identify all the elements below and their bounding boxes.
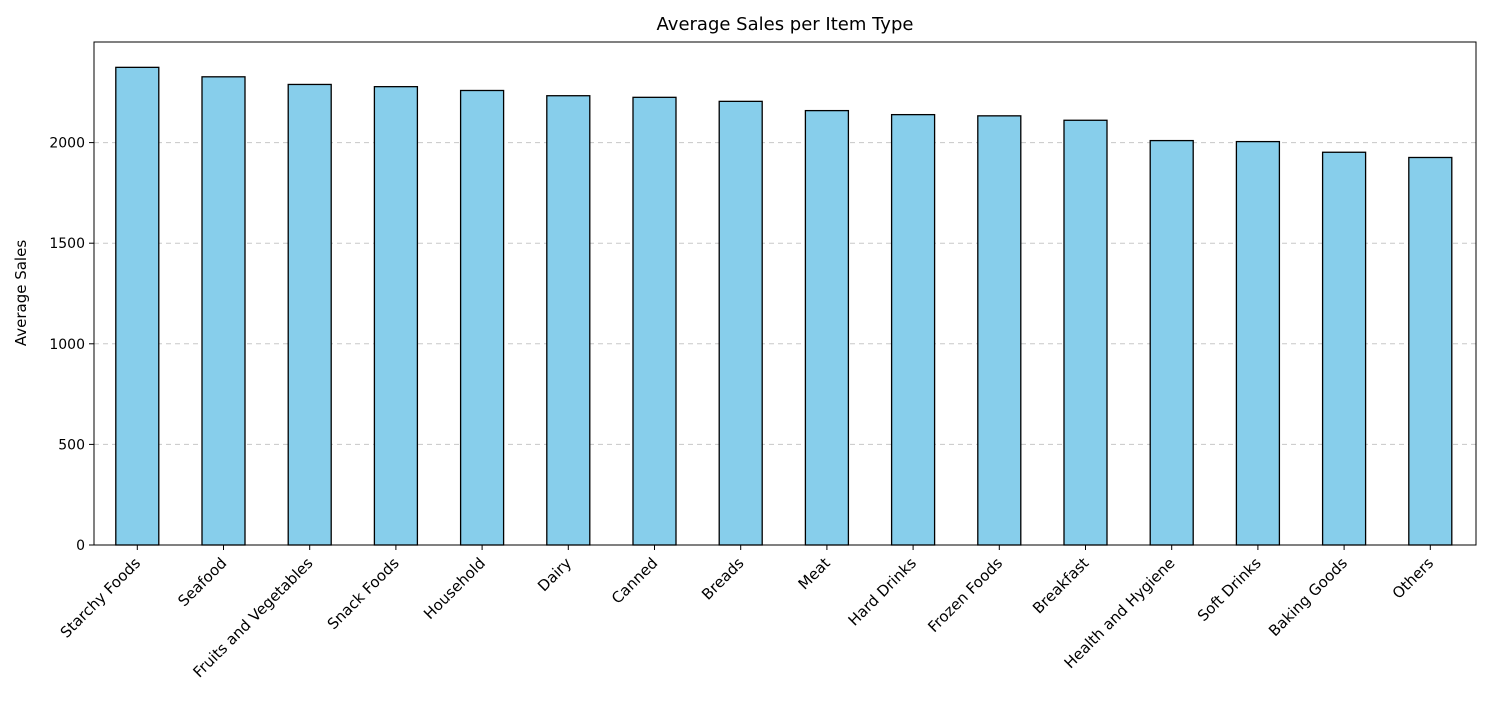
bar	[1063, 119, 1108, 546]
bar	[373, 86, 419, 546]
bar	[890, 113, 936, 546]
bar	[1235, 140, 1281, 546]
bar	[1321, 151, 1367, 546]
y-tick-label: 1500	[49, 236, 85, 252]
x-tick-label: Others	[1389, 554, 1438, 603]
y-axis-label: Average Sales	[12, 240, 30, 346]
x-tick-label: Frozen Foods	[924, 554, 1006, 636]
plot-frame	[93, 41, 1477, 546]
bars	[115, 66, 1453, 546]
chart-title: Average Sales per Item Type	[657, 14, 914, 35]
y-tick-label: 0	[76, 538, 85, 554]
x-tick-label: Seafood	[174, 554, 230, 610]
y-tick-label: 500	[58, 437, 85, 453]
bar	[1149, 139, 1194, 546]
y-tick-label: 1000	[49, 337, 85, 353]
x-tick-label: Snack Foods	[324, 554, 403, 633]
x-tick-label: Household	[420, 554, 489, 623]
bar	[459, 89, 505, 546]
x-tick-label: Baking Goods	[1265, 554, 1351, 640]
x-tick-label: Meat	[795, 554, 834, 593]
bar	[201, 76, 246, 546]
y-axis-ticks: 0 500 1000 1500 2000	[49, 136, 94, 554]
x-tick-label: Hard Drinks	[845, 554, 920, 629]
bar	[804, 109, 850, 546]
x-tick-label: Breakfast	[1029, 554, 1092, 617]
x-tick-label: Breads	[698, 554, 748, 604]
bar	[977, 115, 1022, 546]
bar	[546, 95, 591, 546]
x-tick-label: Starchy Foods	[57, 554, 145, 642]
y-tick-label: 2000	[49, 136, 85, 152]
bar	[718, 100, 763, 546]
bar	[287, 83, 332, 546]
bar	[632, 96, 677, 546]
x-tick-label: Soft Drinks	[1194, 554, 1265, 625]
bar	[115, 66, 160, 546]
x-tick-label: Canned	[608, 554, 661, 607]
x-tick-label: Dairy	[534, 554, 575, 595]
bar	[1408, 156, 1453, 546]
